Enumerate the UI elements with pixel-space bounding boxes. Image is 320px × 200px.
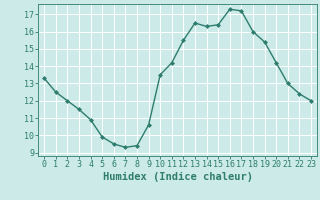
X-axis label: Humidex (Indice chaleur): Humidex (Indice chaleur) (103, 172, 252, 182)
